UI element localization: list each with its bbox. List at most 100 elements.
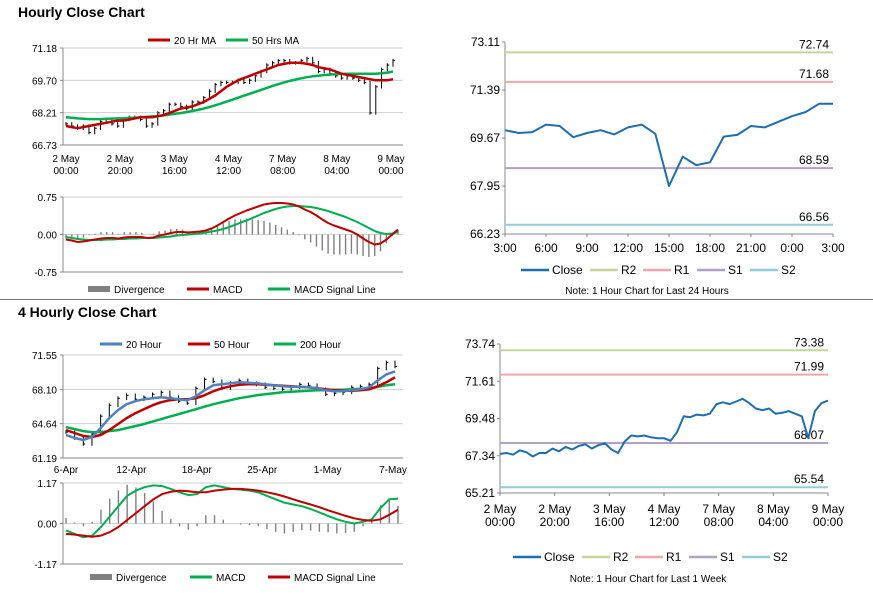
hourly-pivot-x-tick-label: 9:00 <box>575 241 599 255</box>
four-hourly-pivot-x-tick-label: 12:00 <box>649 515 679 529</box>
four-hourly-macd-signal-line <box>65 487 399 538</box>
hourly-pivot-y-tick-label: 66.23 <box>470 227 500 241</box>
hourly-pivot-level-s2-label: 66.56 <box>799 210 829 224</box>
four-hourly-pivot-x-tick-label: 08:00 <box>704 515 734 529</box>
hourly-pivot-x-tick-label: 21:00 <box>736 241 766 255</box>
hourly-pivot-legend-r2-label: R2 <box>621 263 637 277</box>
hourly-pivot-level-r2-label: 72.74 <box>799 37 829 51</box>
hourly-macd-line <box>65 202 399 246</box>
hourly-pivot-x-tick-label: 3:00 <box>821 241 845 255</box>
hourly-macd-legend-divergence-label: Divergence <box>114 285 165 296</box>
hourly-price-y-tick-label: 66.73 <box>32 141 57 152</box>
four-hourly-price-x-tick-label: 25-Apr <box>247 465 278 476</box>
four-hourly-macd-legend-divergence-label: Divergence <box>116 573 167 584</box>
hourly-price-y-tick-label: 71.18 <box>32 44 57 55</box>
hourly-price-x-tick-label: 00:00 <box>53 166 78 177</box>
hourly-price-x-tick-label: 3 May <box>161 154 188 165</box>
hourly-legend-ma20-label: 20 Hr MA <box>174 36 217 47</box>
four-hourly-ma50-line <box>65 376 396 439</box>
hourly-macd-legend-divergence-swatch <box>88 286 110 292</box>
four-hourly-price-y-tick-label: 68.10 <box>32 385 57 396</box>
hourly-pivot-close-line <box>504 102 833 187</box>
hourly-pivot-x-tick-label: 12:00 <box>613 241 643 255</box>
four-hourly-pivot-x-tick-label: 00:00 <box>813 515 843 529</box>
four-hourly-pivot-x-tick-label: 3 May <box>593 502 626 516</box>
four-hourly-price-x-tick-label: 12-Apr <box>116 465 147 476</box>
four-hourly-pivot-x-tick-label: 4 May <box>648 502 681 516</box>
hourly-pivot-x-tick-label: 18:00 <box>695 241 725 255</box>
four-hourly-pivot-legend-close-label: Close <box>544 550 575 564</box>
four-hourly-macd-legend-signal-label: MACD Signal Line <box>294 573 376 584</box>
four-hourly-macd-y-tick-label: 0.00 <box>38 520 58 531</box>
four-hourly-macd-y-tick-label: -1.17 <box>34 560 57 571</box>
hourly-macd-y-tick-label: 0.00 <box>38 231 58 242</box>
hourly-pivot-legend-close-label: Close <box>552 263 583 277</box>
hourly-ma50-line <box>65 70 394 121</box>
four-hourly-pivot-level-s2-label: 65.54 <box>794 472 824 486</box>
four-hourly-price-y-tick-label: 61.19 <box>32 454 57 465</box>
hourly-price-x-tick-label: 9 May <box>377 154 404 165</box>
four-hourly-pivot-x-tick-label: 8 May <box>757 502 790 516</box>
four-hourly-pivot-y-tick-label: 73.74 <box>465 337 495 351</box>
four-hourly-pivot-level-r1-label: 71.99 <box>794 360 824 374</box>
four-hourly-price-x-tick-label: 6-Apr <box>54 465 79 476</box>
four-hourly-macd-y-tick-label: 1.17 <box>38 479 58 490</box>
hourly-macd-legend-macd-label: MACD <box>213 285 242 296</box>
hourly-pivot-x-tick-label: 0:00 <box>780 241 804 255</box>
four-hourly-legend-ma200-label: 200 Hour <box>300 340 342 351</box>
four-hourly-pivot-x-tick-label: 7 May <box>702 502 735 516</box>
four-hourly-pivot-x-tick-label: 20:00 <box>540 515 570 529</box>
hourly-price-x-tick-label: 00:00 <box>378 166 403 177</box>
hourly-macd-legend-signal-label: MACD Signal Line <box>294 285 376 296</box>
hourly-price-x-tick-label: 7 May <box>269 154 296 165</box>
hourly-legend-ma50-label: 50 Hrs MA <box>252 36 300 47</box>
hourly-price-x-tick-label: 04:00 <box>324 166 349 177</box>
four-hourly-price-y-tick-label: 64.64 <box>32 420 57 431</box>
hourly-price-x-tick-label: 8 May <box>323 154 350 165</box>
hourly-macd-y-tick-label: -0.75 <box>34 268 57 279</box>
four-hourly-pivot-y-tick-label: 71.61 <box>465 374 495 388</box>
hourly-pivot-x-tick-label: 15:00 <box>654 241 684 255</box>
four-hourly-pivot-legend-r1-label: R1 <box>666 550 682 564</box>
four-hourly-pivot-level-r2-label: 73.38 <box>794 335 824 349</box>
hourly-pivot-x-tick-label: 3:00 <box>493 241 517 255</box>
hourly-section-title: Hourly Close Chart <box>18 4 145 20</box>
hourly-pivot-level-s1-label: 68.59 <box>799 153 829 167</box>
four-hourly-price-x-tick-label: 1-May <box>314 465 342 476</box>
four-hourly-section-title: 4 Hourly Close Chart <box>18 304 157 320</box>
hourly-pivot-note: Note: 1 Hour Chart for Last 24 Hours <box>565 286 728 297</box>
hourly-price-x-tick-label: 16:00 <box>162 166 187 177</box>
hourly-price-x-tick-label: 20:00 <box>108 166 133 177</box>
four-hourly-legend-ma20-label: 20 Hour <box>126 340 162 351</box>
four-hourly-pivot-x-tick-label: 04:00 <box>758 515 788 529</box>
four-hourly-price-x-tick-label: 7-May <box>379 465 407 476</box>
hourly-pivot-x-tick-label: 6:00 <box>534 241 558 255</box>
four-hourly-pivot-legend-r2-label: R2 <box>613 550 629 564</box>
four-hourly-legend-ma50-label: 50 Hour <box>214 340 250 351</box>
hourly-pivot-y-tick-label: 73.11 <box>471 35 500 49</box>
hourly-price-x-tick-label: 08:00 <box>270 166 295 177</box>
four-hourly-macd-legend-divergence-swatch <box>90 574 112 580</box>
hourly-pivot-y-tick-label: 69.67 <box>470 131 500 145</box>
four-hourly-pivot-legend-s1-label: S1 <box>720 550 735 564</box>
four-hourly-pivot-y-tick-label: 69.48 <box>465 412 495 426</box>
section-divider <box>0 299 873 300</box>
hourly-pivot-legend-s1-label: S1 <box>728 263 743 277</box>
hourly-price-y-tick-label: 69.70 <box>32 76 57 87</box>
hourly-price-x-tick-label: 2 May <box>107 154 134 165</box>
hourly-price-x-tick-label: 12:00 <box>216 166 241 177</box>
hourly-ma20-line <box>65 61 394 130</box>
hourly-price-x-tick-label: 4 May <box>215 154 242 165</box>
four-hourly-pivot-x-tick-label: 00:00 <box>485 515 515 529</box>
hourly-pivot-level-r1-label: 71.68 <box>799 67 829 81</box>
four-hourly-pivot-note: Note: 1 Hour Chart for Last 1 Week <box>570 574 728 585</box>
four-hourly-price-y-tick-label: 71.55 <box>32 351 57 362</box>
four-hourly-pivot-y-tick-label: 65.21 <box>465 486 495 500</box>
four-hourly-ma20-line <box>65 370 396 442</box>
four-hourly-pivot-legend-s2-label: S2 <box>773 550 788 564</box>
four-hourly-pivot-x-tick-label: 2 May <box>538 502 571 516</box>
four-hourly-pivot-close-line <box>499 397 829 458</box>
hourly-pivot-legend-r1-label: R1 <box>674 263 690 277</box>
four-hourly-pivot-x-tick-label: 16:00 <box>594 515 624 529</box>
